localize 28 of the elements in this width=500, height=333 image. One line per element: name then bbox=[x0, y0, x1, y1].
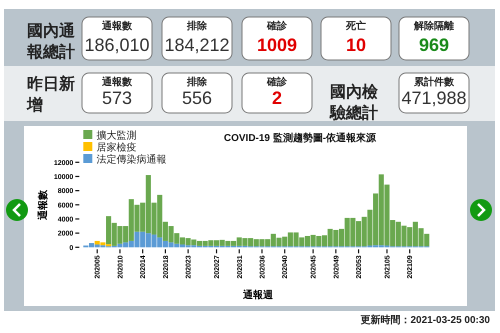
legend-label: 法定傳染病通報 bbox=[96, 154, 166, 166]
chart-title: COVID-19 監測趨勢圖-依通報來源 bbox=[224, 132, 378, 144]
text: 國內檢驗總計 bbox=[329, 83, 379, 122]
text: 1009 bbox=[256, 35, 298, 55]
text: 186,010 bbox=[84, 35, 150, 55]
text: 471,988 bbox=[401, 88, 467, 108]
text: 184,212 bbox=[164, 35, 230, 55]
text: 10 bbox=[346, 35, 366, 55]
text: 排除 bbox=[186, 20, 208, 32]
text: 排除 bbox=[186, 76, 208, 88]
text: 通報數 bbox=[101, 20, 133, 32]
y-axis-title: 通報數 bbox=[37, 188, 49, 221]
text: 更新時間：2021-03-25 00:30 bbox=[360, 314, 490, 326]
legend-label: 居家檢疫 bbox=[96, 142, 136, 154]
text: 累計件數 bbox=[413, 76, 455, 88]
text: 556 bbox=[182, 88, 212, 108]
x-axis-title: 通報週 bbox=[242, 289, 274, 301]
text: 969 bbox=[418, 35, 450, 55]
text: 解除隔離 bbox=[413, 20, 454, 32]
text: 2 bbox=[272, 88, 282, 108]
text: 國內通報總計 bbox=[26, 22, 76, 61]
legend-label: 擴大監測 bbox=[96, 130, 136, 142]
text: 昨日新增 bbox=[26, 75, 75, 114]
text: 確診 bbox=[266, 20, 288, 32]
text: 確診 bbox=[266, 76, 288, 88]
text: 573 bbox=[102, 88, 132, 108]
text: 通報數 bbox=[101, 76, 133, 88]
text: 死亡 bbox=[345, 20, 366, 32]
